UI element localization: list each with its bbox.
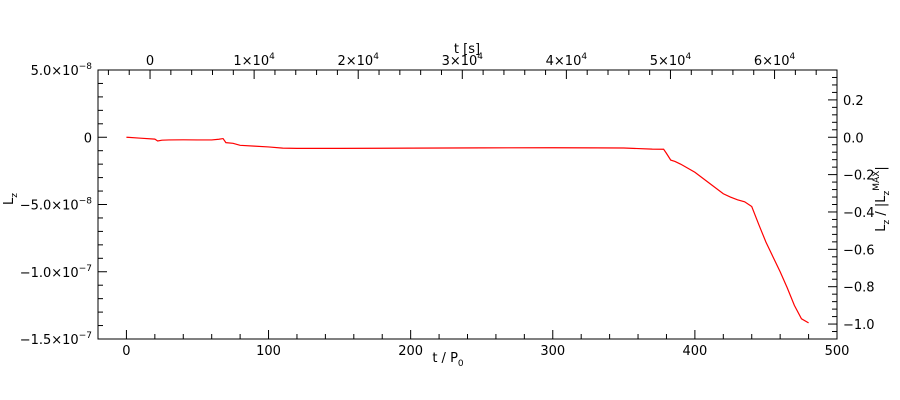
left-y-axis: 5.0×10−8 0 −5.0×10−8 −1.0×10−7 −1.5×10−7 [20, 62, 107, 348]
x-tick-label: 300 [540, 344, 565, 359]
top-tick-label: 1×104 [233, 52, 275, 69]
top-tick-label: 3×104 [442, 52, 484, 69]
top-tick-label: 2×104 [337, 52, 379, 69]
top-tick-label: 6×104 [754, 52, 796, 69]
right-axis-title: Lz / |LzMAX| [872, 166, 892, 231]
plot-frame [97, 69, 838, 340]
top-tick-label: 5×104 [650, 52, 692, 69]
right-tick-label: −0.4 [843, 206, 875, 221]
right-tick-label: −0.2 [843, 169, 875, 184]
x-tick-label: 400 [682, 344, 707, 359]
top-tick-label: 0 [146, 54, 154, 69]
right-tick-label: 0.0 [843, 131, 864, 146]
top-tick-label: 4×104 [546, 52, 588, 69]
x-tick-label: 100 [256, 344, 281, 359]
x-axis-title: t / P0 [432, 351, 464, 369]
y-tick-label: −1.5×10−7 [20, 331, 92, 348]
x-tick-label: 0 [122, 344, 130, 359]
top-x-axis: 0 1×104 2×104 3×104 4×104 5×104 6×104 [107, 52, 838, 79]
right-y-axis: 0.2 0.0 −0.2 −0.4 −0.6 −0.8 −1.0 [828, 76, 875, 333]
right-tick-label: −1.0 [843, 318, 875, 333]
right-tick-label: −0.6 [843, 243, 875, 258]
y-tick-label: −5.0×10−8 [20, 197, 93, 214]
series-line [126, 136, 809, 324]
y-tick-label: 5.0×10−8 [31, 62, 93, 79]
right-tick-label: −0.8 [843, 281, 875, 296]
bottom-x-axis: 0 100 200 300 400 500 [97, 330, 850, 359]
x-tick-label: 200 [398, 344, 423, 359]
top-axis-title: t [s] [454, 42, 480, 57]
x-tick-label: 500 [825, 344, 850, 359]
y-axis-title: Lz [2, 193, 20, 205]
y-tick-label: 0 [84, 131, 92, 146]
right-tick-label: 0.2 [843, 94, 864, 109]
y-tick-label: −1.0×10−7 [20, 264, 92, 281]
